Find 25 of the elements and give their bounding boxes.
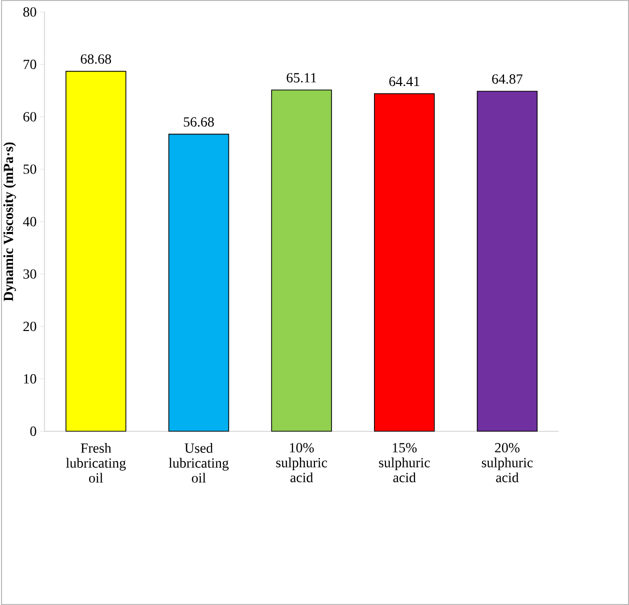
y-tick-label: 40 [23, 216, 36, 226]
x-tick-label: Used lubricating oil [168, 443, 229, 483]
y-tick-label: 70 [24, 60, 36, 70]
data-label: 56.68 [184, 117, 214, 127]
y-axis-title: Dynamic Viscosity (mPa·s) [3, 142, 16, 302]
data-label: 64.41 [389, 76, 420, 86]
data-label: 68.68 [80, 54, 112, 64]
bar [271, 90, 332, 432]
bar [476, 90, 538, 432]
x-tick-label: Fresh lubricating oil [66, 443, 126, 483]
y-tick-label: 10 [24, 374, 36, 384]
bar [168, 134, 230, 432]
x-tick-label: 15% sulphuric acid [379, 443, 430, 482]
y-tick-label: 50 [24, 164, 36, 174]
y-tick-label: 20 [23, 322, 36, 332]
data-label: 64.87 [492, 74, 522, 84]
x-tick-label: 20% sulphuric acid [482, 443, 533, 482]
bar [66, 70, 126, 432]
x-tick-label: 10% sulphuric acid [276, 443, 328, 482]
y-tick-label: 60 [23, 112, 36, 122]
y-tick-label: 0 [30, 426, 36, 436]
data-label: 65.11 [286, 73, 316, 83]
bar [374, 93, 435, 432]
y-tick-label: 80 [23, 7, 36, 17]
y-tick-label: 30 [23, 269, 36, 279]
